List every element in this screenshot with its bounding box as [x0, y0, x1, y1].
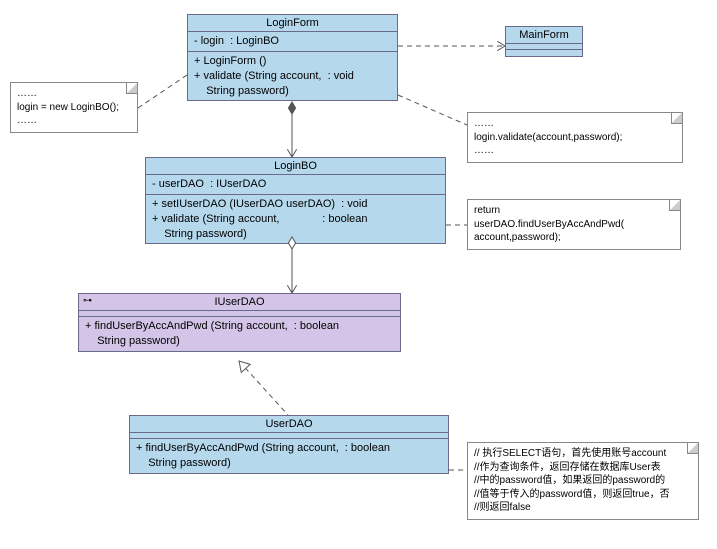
class-methods: [506, 50, 582, 56]
stereotype-icon: ⊶: [83, 295, 92, 306]
class-loginbo: LoginBO - userDAO : IUserDAO + setIUserD…: [145, 157, 446, 244]
note-select-comment: // 执行SELECT语句，首先使用账号account //作为查询条件，返回存…: [467, 442, 699, 520]
note-login-new: …… login = new LoginBO(); ……: [10, 82, 138, 133]
class-methods: + LoginForm () + validate (String accoun…: [188, 52, 397, 101]
class-attrs: - userDAO : IUserDAO: [146, 175, 445, 195]
class-methods: + findUserByAccAndPwd (String account, :…: [79, 317, 400, 351]
class-title: IUserDAO: [79, 294, 400, 311]
class-attrs: - login : LoginBO: [188, 32, 397, 52]
class-title: LoginForm: [188, 15, 397, 32]
note-login-validate: …… login.validate(account,password); ……: [467, 112, 683, 163]
class-title: UserDAO: [130, 416, 448, 433]
class-title: MainForm: [506, 27, 582, 44]
class-mainform: MainForm: [505, 26, 583, 57]
class-title: LoginBO: [146, 158, 445, 175]
interface-iuserdao: ⊶ IUserDAO + findUserByAccAndPwd (String…: [78, 293, 401, 352]
class-methods: + findUserByAccAndPwd (String account, :…: [130, 439, 448, 473]
note-return-dao: return userDAO.findUserByAccAndPwd( acco…: [467, 199, 681, 250]
class-methods: + setIUserDAO (IUserDAO userDAO) : void …: [146, 195, 445, 244]
class-userdao: UserDAO + findUserByAccAndPwd (String ac…: [129, 415, 449, 474]
class-loginform: LoginForm - login : LoginBO + LoginForm …: [187, 14, 398, 101]
